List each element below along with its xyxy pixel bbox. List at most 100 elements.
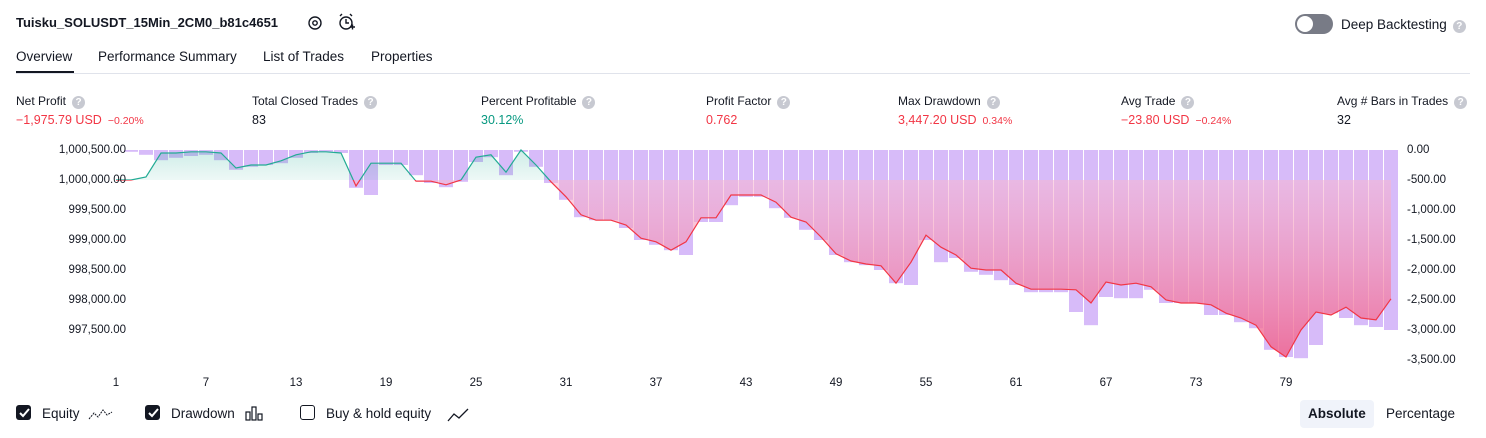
equity-checkbox[interactable] [16, 405, 31, 420]
tab-divider [16, 73, 1470, 74]
help-icon[interactable]: ? [72, 96, 86, 109]
stat-label-text: Max Drawdown [898, 94, 981, 108]
y2-tick-label: -500.00 [1407, 174, 1446, 186]
help-icon[interactable]: ? [777, 96, 791, 109]
stat-label: Avg # Bars in Trades? [1337, 94, 1468, 109]
stat-value: −23.80 USD −0.24% [1121, 113, 1231, 127]
y-tick-label: 999,500.00 [68, 204, 126, 216]
toggle-text: Deep Backtesting [1341, 17, 1447, 32]
stat-label: Avg Trade? [1121, 94, 1195, 109]
stat-value-text: 3,447.20 USD [898, 113, 977, 127]
drawdown-bar [484, 150, 498, 158]
y2-tick-label: -3,000.00 [1407, 324, 1456, 336]
help-icon[interactable]: ? [364, 96, 378, 109]
buy-hold-label[interactable]: Buy & hold equity [326, 406, 432, 421]
x-tick-label: 79 [1280, 377, 1293, 389]
active-tab-indicator [16, 71, 74, 74]
alert-icon[interactable] [339, 13, 355, 30]
stat-value-text: −1,975.79 USD [16, 113, 102, 127]
help-icon[interactable]: ? [986, 96, 1000, 109]
x-tick-label: 67 [1100, 377, 1113, 389]
x-tick-label: 49 [830, 377, 843, 389]
tab[interactable]: Properties [371, 49, 433, 64]
equity-area [116, 150, 1391, 357]
toggle-label[interactable]: Deep Backtesting? [1341, 17, 1466, 33]
y-tick-label: 1,000,000.00 [59, 174, 126, 186]
y-tick-label: 998,000.00 [68, 294, 126, 306]
drawdown-checkbox[interactable] [145, 405, 160, 420]
stat-value-text: −23.80 USD [1121, 113, 1190, 127]
stat-value: 32 [1337, 113, 1351, 127]
stat-value-text: 83 [252, 113, 266, 127]
stat-value: 83 [252, 113, 266, 127]
percentage-button[interactable]: Percentage [1386, 406, 1456, 421]
stat-change: −0.24% [1195, 115, 1232, 127]
stat-value: 3,447.20 USD 0.34% [898, 113, 1012, 127]
y-tick-label: 998,500.00 [68, 264, 126, 276]
settings-icon[interactable] [308, 16, 322, 30]
y2-tick-label: 0.00 [1407, 144, 1429, 156]
x-tick-label: 37 [650, 377, 663, 389]
y2-tick-label: -2,000.00 [1407, 264, 1456, 276]
x-tick-label: 43 [740, 377, 753, 389]
stat-label: Net Profit? [16, 94, 86, 109]
drawdown-icon [245, 406, 263, 421]
stat-value: 0.762 [706, 113, 737, 127]
stat-change: −0.20% [107, 115, 144, 127]
stat-label-text: Profit Factor [706, 94, 772, 108]
drawdown-bar [379, 150, 393, 165]
equity-line [116, 149, 1392, 358]
drawdown-bar [394, 150, 408, 165]
y2-tick-label: -2,500.00 [1407, 294, 1456, 306]
stat-label-text: Total Closed Trades [252, 94, 359, 108]
stat-label: Profit Factor? [706, 94, 791, 109]
help-icon[interactable]: ? [1452, 20, 1466, 33]
drawdown-bar [424, 150, 438, 183]
drawdown-bar [289, 150, 303, 158]
equity-icon [88, 409, 113, 420]
deep-backtesting-toggle[interactable] [1295, 14, 1333, 34]
stat-label-text: Percent Profitable [481, 94, 577, 108]
x-tick-label: 55 [920, 377, 933, 389]
drawdown-bar [439, 150, 453, 188]
x-tick-label: 73 [1190, 377, 1203, 389]
tab[interactable]: Overview [16, 49, 73, 64]
x-tick-label: 19 [380, 377, 393, 389]
stat-label: Max Drawdown? [898, 94, 1000, 109]
drawdown-bar [319, 150, 333, 152]
y-tick-label: 999,000.00 [68, 234, 126, 246]
stat-label-text: Net Profit [16, 94, 67, 108]
x-tick-label: 13 [290, 377, 303, 389]
stat-label-text: Avg # Bars in Trades [1337, 94, 1449, 108]
drawdown-bar [139, 150, 153, 155]
stat-value: 30.12% [481, 113, 523, 127]
tab[interactable]: Performance Summary [98, 49, 237, 64]
help-icon[interactable]: ? [582, 96, 596, 109]
drawdown-bar [259, 150, 273, 165]
y-tick-label: 997,500.00 [68, 324, 126, 336]
legend-entry[interactable]: Equity [42, 406, 80, 421]
help-icon[interactable]: ? [1454, 96, 1468, 109]
drawdown-bar [244, 150, 258, 167]
x-tick-label: 25 [470, 377, 483, 389]
y2-tick-label: -3,500.00 [1407, 354, 1456, 366]
tab[interactable]: List of Trades [263, 49, 345, 64]
y2-tick-label: -1,500.00 [1407, 234, 1456, 246]
stat-change: 0.34% [982, 115, 1013, 127]
drawdown-bar [124, 150, 138, 152]
y-tick-label: 1,000,500.00 [59, 144, 126, 156]
x-tick-label: 1 [113, 377, 119, 389]
legend-entry[interactable]: Drawdown [171, 406, 235, 421]
absolute-button[interactable]: Absolute [1300, 400, 1374, 428]
x-tick-label: 31 [560, 377, 573, 389]
x-tick-label: 61 [1010, 377, 1023, 389]
buy-hold-checkbox[interactable] [300, 405, 315, 420]
stat-label-text: Avg Trade [1121, 94, 1176, 108]
drawdown-bar [544, 150, 558, 183]
help-icon[interactable]: ? [1181, 96, 1195, 109]
x-tick-label: 7 [203, 377, 209, 389]
stat-label: Percent Profitable? [481, 94, 596, 109]
drawdown-bar [409, 150, 423, 176]
